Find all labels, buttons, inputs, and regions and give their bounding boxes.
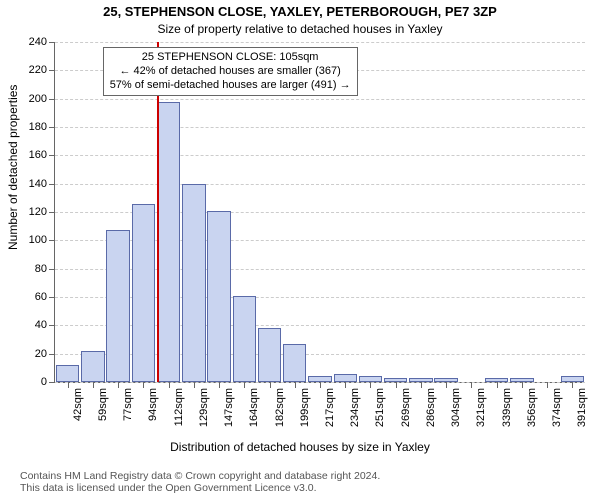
x-tick-label: 339sqm <box>501 388 513 427</box>
x-tick-label: 391sqm <box>576 388 588 427</box>
x-tick <box>169 382 170 388</box>
histogram-bar <box>132 204 155 383</box>
x-tick-label: 199sqm <box>299 388 311 427</box>
histogram-bar <box>207 211 230 382</box>
x-tick <box>396 382 397 388</box>
x-tick <box>68 382 69 388</box>
x-tick-label: 59sqm <box>97 388 109 421</box>
gridline <box>55 127 585 128</box>
y-tick <box>49 240 55 241</box>
y-tick-label: 200 <box>29 93 47 105</box>
x-tick <box>345 382 346 388</box>
histogram-bar <box>283 344 306 382</box>
y-tick <box>49 42 55 43</box>
x-tick <box>219 382 220 388</box>
histogram-bar <box>56 365 79 382</box>
chart-container: 25, STEPHENSON CLOSE, YAXLEY, PETERBOROU… <box>0 0 600 500</box>
y-tick <box>49 212 55 213</box>
info-box: 25 STEPHENSON CLOSE: 105sqm ← 42% of det… <box>103 47 358 96</box>
x-tick <box>471 382 472 388</box>
x-tick-label: 42sqm <box>72 388 84 421</box>
y-tick-label: 120 <box>29 206 47 218</box>
x-tick <box>143 382 144 388</box>
x-tick-label: 147sqm <box>223 388 235 427</box>
y-tick <box>49 127 55 128</box>
y-tick <box>49 70 55 71</box>
histogram-bar <box>182 184 205 382</box>
x-tick <box>547 382 548 388</box>
x-tick-label: 94sqm <box>147 388 159 421</box>
y-tick <box>49 99 55 100</box>
gridline <box>55 155 585 156</box>
x-tick <box>244 382 245 388</box>
y-tick-label: 40 <box>35 319 47 331</box>
histogram-bar <box>233 296 256 382</box>
info-line-2: ← 42% of detached houses are smaller (36… <box>110 65 351 79</box>
x-tick <box>370 382 371 388</box>
y-tick-label: 160 <box>29 149 47 161</box>
x-tick <box>572 382 573 388</box>
y-tick-label: 240 <box>29 36 47 48</box>
info-line-1: 25 STEPHENSON CLOSE: 105sqm <box>110 51 351 65</box>
x-tick <box>522 382 523 388</box>
y-tick-label: 0 <box>41 376 47 388</box>
footer-line-1: Contains HM Land Registry data © Crown c… <box>20 470 380 482</box>
x-tick-label: 182sqm <box>274 388 286 427</box>
x-tick <box>320 382 321 388</box>
x-tick-label: 286sqm <box>425 388 437 427</box>
y-tick-label: 140 <box>29 178 47 190</box>
footer-line-2: This data is licensed under the Open Gov… <box>20 482 380 494</box>
y-tick <box>49 325 55 326</box>
x-tick-label: 129sqm <box>198 388 210 427</box>
info-line-3: 57% of semi-detached houses are larger (… <box>110 79 351 93</box>
y-tick <box>49 269 55 270</box>
y-tick <box>49 184 55 185</box>
histogram-bar <box>258 328 281 382</box>
y-tick-label: 100 <box>29 234 47 246</box>
x-axis-label: Distribution of detached houses by size … <box>0 440 600 454</box>
x-tick <box>93 382 94 388</box>
histogram-bar <box>106 230 129 382</box>
footer: Contains HM Land Registry data © Crown c… <box>20 470 380 494</box>
x-tick-label: 217sqm <box>324 388 336 427</box>
gridline <box>55 99 585 100</box>
x-tick <box>118 382 119 388</box>
y-tick <box>49 382 55 383</box>
x-tick <box>194 382 195 388</box>
x-tick-label: 164sqm <box>248 388 260 427</box>
x-tick-label: 304sqm <box>450 388 462 427</box>
x-tick-label: 77sqm <box>122 388 134 421</box>
y-tick <box>49 297 55 298</box>
x-tick <box>421 382 422 388</box>
histogram-bar <box>334 374 357 383</box>
x-tick-label: 321sqm <box>475 388 487 427</box>
y-tick-label: 80 <box>35 263 47 275</box>
y-tick-label: 220 <box>29 64 47 76</box>
y-tick-label: 180 <box>29 121 47 133</box>
x-tick <box>295 382 296 388</box>
y-axis-label: Number of detached properties <box>6 85 20 250</box>
x-tick-label: 356sqm <box>526 388 538 427</box>
x-tick-label: 251sqm <box>374 388 386 427</box>
histogram-bar <box>81 351 104 382</box>
x-tick <box>270 382 271 388</box>
x-tick-label: 234sqm <box>349 388 361 427</box>
x-tick-label: 269sqm <box>400 388 412 427</box>
histogram-bar <box>157 102 180 383</box>
x-tick-label: 374sqm <box>551 388 563 427</box>
chart-title: 25, STEPHENSON CLOSE, YAXLEY, PETERBOROU… <box>0 4 600 19</box>
chart-subtitle: Size of property relative to detached ho… <box>0 22 600 36</box>
gridline <box>55 184 585 185</box>
x-tick-label: 112sqm <box>173 388 185 426</box>
y-tick-label: 20 <box>35 348 47 360</box>
x-tick <box>497 382 498 388</box>
gridline <box>55 42 585 43</box>
y-tick-label: 60 <box>35 291 47 303</box>
plot-area: 02040608010012014016018020022024042sqm59… <box>54 42 585 383</box>
y-tick <box>49 155 55 156</box>
x-tick <box>446 382 447 388</box>
y-tick <box>49 354 55 355</box>
